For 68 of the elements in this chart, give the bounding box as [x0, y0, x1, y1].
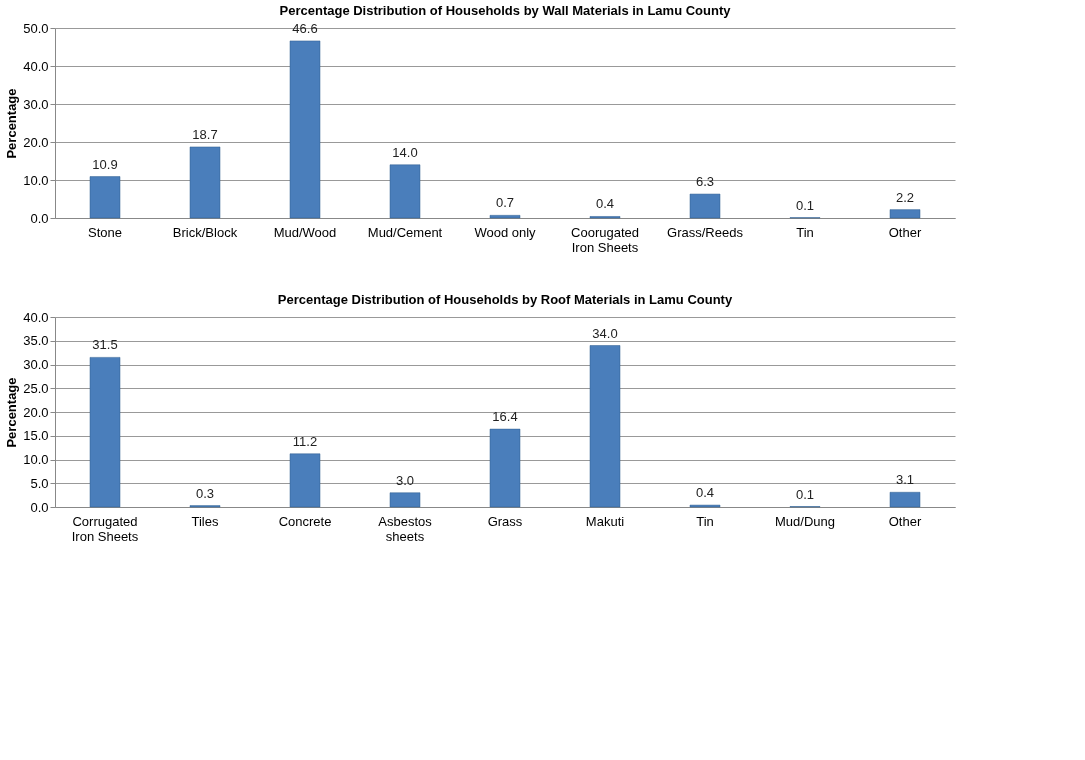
bar	[389, 492, 421, 508]
y-axis-title: Percentage	[4, 377, 20, 448]
x-tick-label: Coorugated Iron Sheets	[571, 224, 639, 255]
y-tick-label: 25.0	[23, 380, 49, 396]
y-tick-label: 30.0	[23, 357, 49, 372]
y-tick-label: 40.0	[23, 58, 49, 74]
chart-title: Percentage Distribution of Households by Roof Materials in Lamu County	[277, 292, 733, 307]
y-tick-label: 35.0	[23, 333, 49, 349]
bar	[689, 193, 721, 219]
data-label: 31.5	[92, 337, 118, 353]
y-tick-label: 20.0	[23, 404, 49, 420]
x-tick-label: Brick/Block	[172, 224, 238, 240]
bar	[289, 453, 321, 508]
y-tick-label: 15.0	[23, 428, 49, 444]
data-label: 0.7	[495, 195, 515, 211]
x-tick-label: Mud/Wood	[273, 224, 337, 240]
bar	[889, 209, 921, 219]
x-tick-label: Stone	[88, 224, 122, 240]
bar	[189, 146, 221, 219]
y-tick-label: 0.0	[30, 499, 49, 515]
y-tick-label: 30.0	[23, 96, 49, 112]
data-label: 11.2	[292, 433, 318, 449]
bar	[489, 215, 521, 219]
x-tick-label: Wood only	[474, 224, 537, 240]
y-axis-title: Percentage	[4, 88, 20, 159]
x-tick-label: Grass	[487, 513, 523, 529]
x-tick-label: Mud/Cement	[367, 224, 443, 240]
data-label: 18.7	[192, 126, 218, 142]
data-label: 34.0	[592, 325, 618, 341]
data-label: 10.9	[92, 156, 118, 172]
x-tick-label: Other	[888, 513, 922, 529]
x-tick-label: Other	[888, 224, 922, 240]
x-tick-label: Grass/Reeds	[667, 224, 744, 240]
bar	[89, 357, 121, 508]
data-label: 3.0	[395, 472, 415, 488]
data-label: 14.0	[392, 144, 418, 160]
y-tick-label: 0.0	[30, 210, 49, 226]
data-label: 16.4	[492, 409, 518, 425]
data-label: 0.3	[195, 485, 215, 501]
x-tick-label: Corrugated Iron Sheets	[71, 513, 139, 544]
data-label: 6.3	[695, 174, 715, 190]
x-tick-label: Makuti	[585, 513, 625, 529]
y-tick-label: 5.0	[30, 475, 49, 491]
data-label: 2.2	[895, 189, 915, 205]
data-label: 3.1	[895, 472, 915, 488]
data-label: 0.4	[595, 196, 615, 212]
y-tick-label: 40.0	[23, 309, 49, 325]
data-label: 0.1	[795, 197, 815, 213]
x-tick-label: Concrete	[278, 513, 332, 529]
bar	[489, 428, 521, 508]
x-tick-label: Tiles	[191, 513, 219, 529]
bar	[589, 345, 621, 508]
data-label: 0.4	[695, 485, 715, 501]
bar	[389, 164, 421, 219]
bar	[889, 492, 921, 508]
x-tick-label: Mud/Dung	[775, 513, 835, 529]
y-tick-label: 10.0	[23, 172, 49, 188]
data-label: 46.6	[292, 20, 318, 36]
chart-title: Percentage Distribution of Households by Wall Materials in Lamu County	[279, 3, 732, 18]
y-tick-label: 10.0	[23, 452, 49, 467]
bar	[289, 40, 321, 219]
y-tick-label: 20.0	[23, 134, 49, 150]
x-tick-label: Tin	[696, 513, 714, 529]
x-tick-label: Asbestos sheets	[378, 513, 433, 544]
data-label: 0.1	[795, 486, 815, 502]
y-tick-label: 50.0	[23, 20, 49, 36]
bar	[89, 176, 121, 219]
x-tick-label: Tin	[796, 224, 814, 240]
